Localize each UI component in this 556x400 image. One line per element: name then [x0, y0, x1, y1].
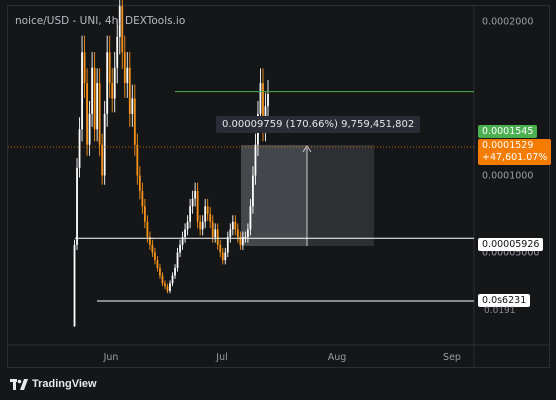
candle-body	[151, 244, 154, 253]
candle-body	[244, 237, 247, 239]
candle-body	[101, 144, 104, 176]
candle-body	[143, 206, 146, 222]
candle-body	[131, 98, 134, 114]
candle-body	[211, 221, 214, 238]
candle-body	[161, 275, 164, 284]
candle-body	[111, 83, 114, 99]
candle-body	[176, 252, 179, 268]
candle-body	[154, 252, 156, 261]
candle-body	[146, 221, 149, 238]
candle-body	[199, 221, 202, 230]
candle-body	[113, 67, 116, 99]
candle-body	[262, 83, 264, 130]
candle-body	[96, 83, 99, 130]
candle-body	[148, 237, 151, 245]
candle-body	[83, 52, 86, 84]
candle-body	[234, 221, 237, 230]
candle-body	[231, 221, 234, 230]
candle-body	[103, 113, 106, 176]
candle-body	[86, 83, 88, 145]
candle-body	[206, 206, 209, 214]
candle-body	[184, 229, 186, 238]
y-tick-label: 0.00005000	[482, 248, 539, 259]
price-tag-current-change: +47,601.07%	[482, 152, 548, 163]
candle-body	[108, 52, 111, 84]
candle-body	[141, 190, 144, 207]
candle-body	[118, 6, 121, 37]
candle-body	[224, 252, 227, 261]
candle-body	[171, 275, 174, 284]
tradingview-logo-icon	[10, 378, 28, 390]
candle-body	[196, 190, 199, 222]
price-tag-current-value: 0.0001529	[482, 140, 534, 151]
price-tag-current: 0.0001529 +47,601.07%	[478, 139, 552, 165]
candle-body	[214, 229, 217, 238]
candle-body	[123, 52, 126, 84]
candle-body	[219, 244, 222, 253]
candle-body	[259, 83, 262, 114]
chart-frame[interactable]	[7, 5, 550, 368]
candle-body	[201, 221, 204, 230]
x-tick-label: Aug	[328, 352, 347, 363]
candle-body	[116, 36, 119, 68]
candle-body	[221, 252, 224, 261]
candle-body	[138, 175, 141, 191]
candle-body	[204, 206, 207, 222]
candle-body	[164, 283, 166, 287]
candle-body	[93, 67, 96, 130]
x-tick-label: Jun	[103, 352, 119, 363]
candle-body	[159, 267, 161, 276]
candle-body	[194, 190, 197, 199]
candle-body	[98, 83, 101, 145]
candle-body	[174, 267, 176, 276]
candle-body	[226, 237, 229, 253]
candle-body	[78, 129, 81, 168]
candle-body	[191, 198, 194, 207]
candle-body	[249, 206, 252, 230]
candle-body	[267, 94, 269, 107]
candle-body	[209, 214, 212, 222]
chart-title: noice/USD - UNI, 4h, DEXTools.io	[15, 15, 186, 27]
candle-body	[179, 244, 181, 253]
measure-label: 0.00009759 (170.66%) 9,759,451,802	[216, 116, 421, 133]
candle-body	[133, 98, 136, 145]
candle-body	[189, 206, 192, 222]
candle-body	[236, 229, 239, 238]
candle-body	[246, 229, 249, 238]
candle-body	[91, 67, 94, 114]
candle-body	[121, 6, 124, 53]
candle-body	[128, 67, 131, 114]
candle-body	[239, 237, 242, 245]
candle-body	[106, 52, 109, 114]
y-tick-label: 0.0001000	[482, 171, 533, 182]
y-tick-label: 0.0002000	[482, 17, 533, 28]
candle-body	[76, 167, 78, 245]
x-tick-label: Jul	[215, 352, 227, 363]
price-tag-green: 0.0001545	[478, 125, 538, 138]
candle-body	[252, 175, 254, 207]
candle-body	[73, 244, 76, 327]
candle-body	[126, 67, 129, 84]
candle-body	[181, 237, 184, 245]
candle-body	[241, 237, 244, 245]
candle-body	[88, 113, 91, 145]
candle-body	[136, 144, 139, 176]
price-tag-lower: 0.0s6231	[478, 294, 531, 307]
price-tag-partial: 0.0191	[484, 306, 516, 316]
candle-body	[216, 229, 219, 245]
candle-body	[229, 229, 232, 238]
measure-arrow-head	[302, 145, 312, 153]
measure-range-highlight	[241, 145, 307, 246]
candle-body	[169, 283, 171, 291]
candle-body	[81, 52, 83, 130]
brand-name: TradingView	[32, 378, 97, 390]
candle-body	[186, 221, 189, 230]
footer: TradingView	[10, 378, 97, 390]
candle-body	[254, 144, 257, 176]
candle-body	[156, 260, 159, 268]
candle-body	[166, 286, 169, 291]
price-tag-support: 0.00005926	[478, 238, 544, 251]
x-tick-label: Sep	[443, 352, 461, 363]
